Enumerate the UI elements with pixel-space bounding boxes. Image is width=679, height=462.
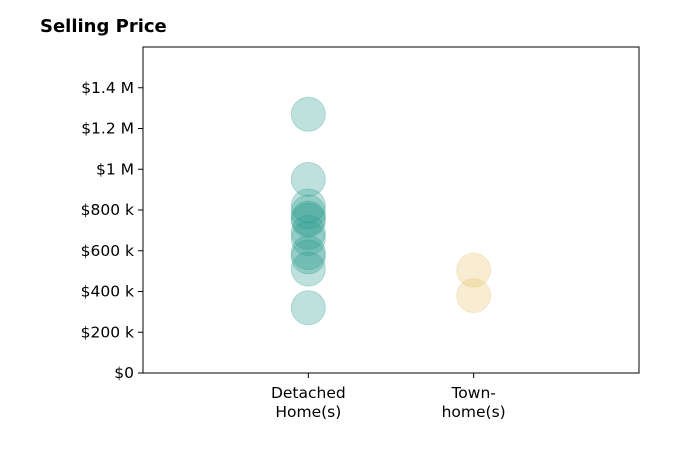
data-point	[290, 161, 326, 197]
data-point	[290, 235, 326, 271]
y-tick-label: $0	[114, 364, 134, 382]
data-point	[290, 202, 326, 238]
data-point	[290, 290, 326, 326]
x-tick-label: Detached Home(s)	[271, 384, 346, 421]
x-axis-ticks: Detached Home(s) Town-home(s)	[271, 373, 506, 421]
y-tick-label: $1 M	[96, 160, 134, 178]
data-point	[290, 194, 326, 230]
y-tick-label: $200 k	[81, 323, 134, 341]
x-tick-label: Town-home(s)	[442, 384, 506, 421]
data-points	[290, 96, 492, 326]
data-point	[290, 96, 326, 132]
data-point	[290, 214, 326, 250]
data-point	[290, 188, 326, 224]
y-tick-label: $600 k	[81, 242, 134, 260]
data-point	[290, 221, 326, 257]
y-tick-label: $800 k	[81, 201, 134, 219]
y-tick-label: $1.2 M	[81, 120, 134, 138]
data-point	[456, 278, 492, 314]
y-tick-label: $1.4 M	[81, 79, 134, 97]
y-tick-label: $400 k	[81, 283, 134, 301]
chart-title: Selling Price	[40, 16, 167, 37]
data-point	[290, 251, 326, 287]
data-point	[456, 252, 492, 288]
data-point	[290, 200, 326, 236]
y-axis-ticks: $0 $200 k $400 k $600 k $800 k $1 M $1.2 M $1.4…	[81, 79, 143, 382]
data-point	[290, 239, 326, 275]
plot-frame	[142, 46, 640, 374]
